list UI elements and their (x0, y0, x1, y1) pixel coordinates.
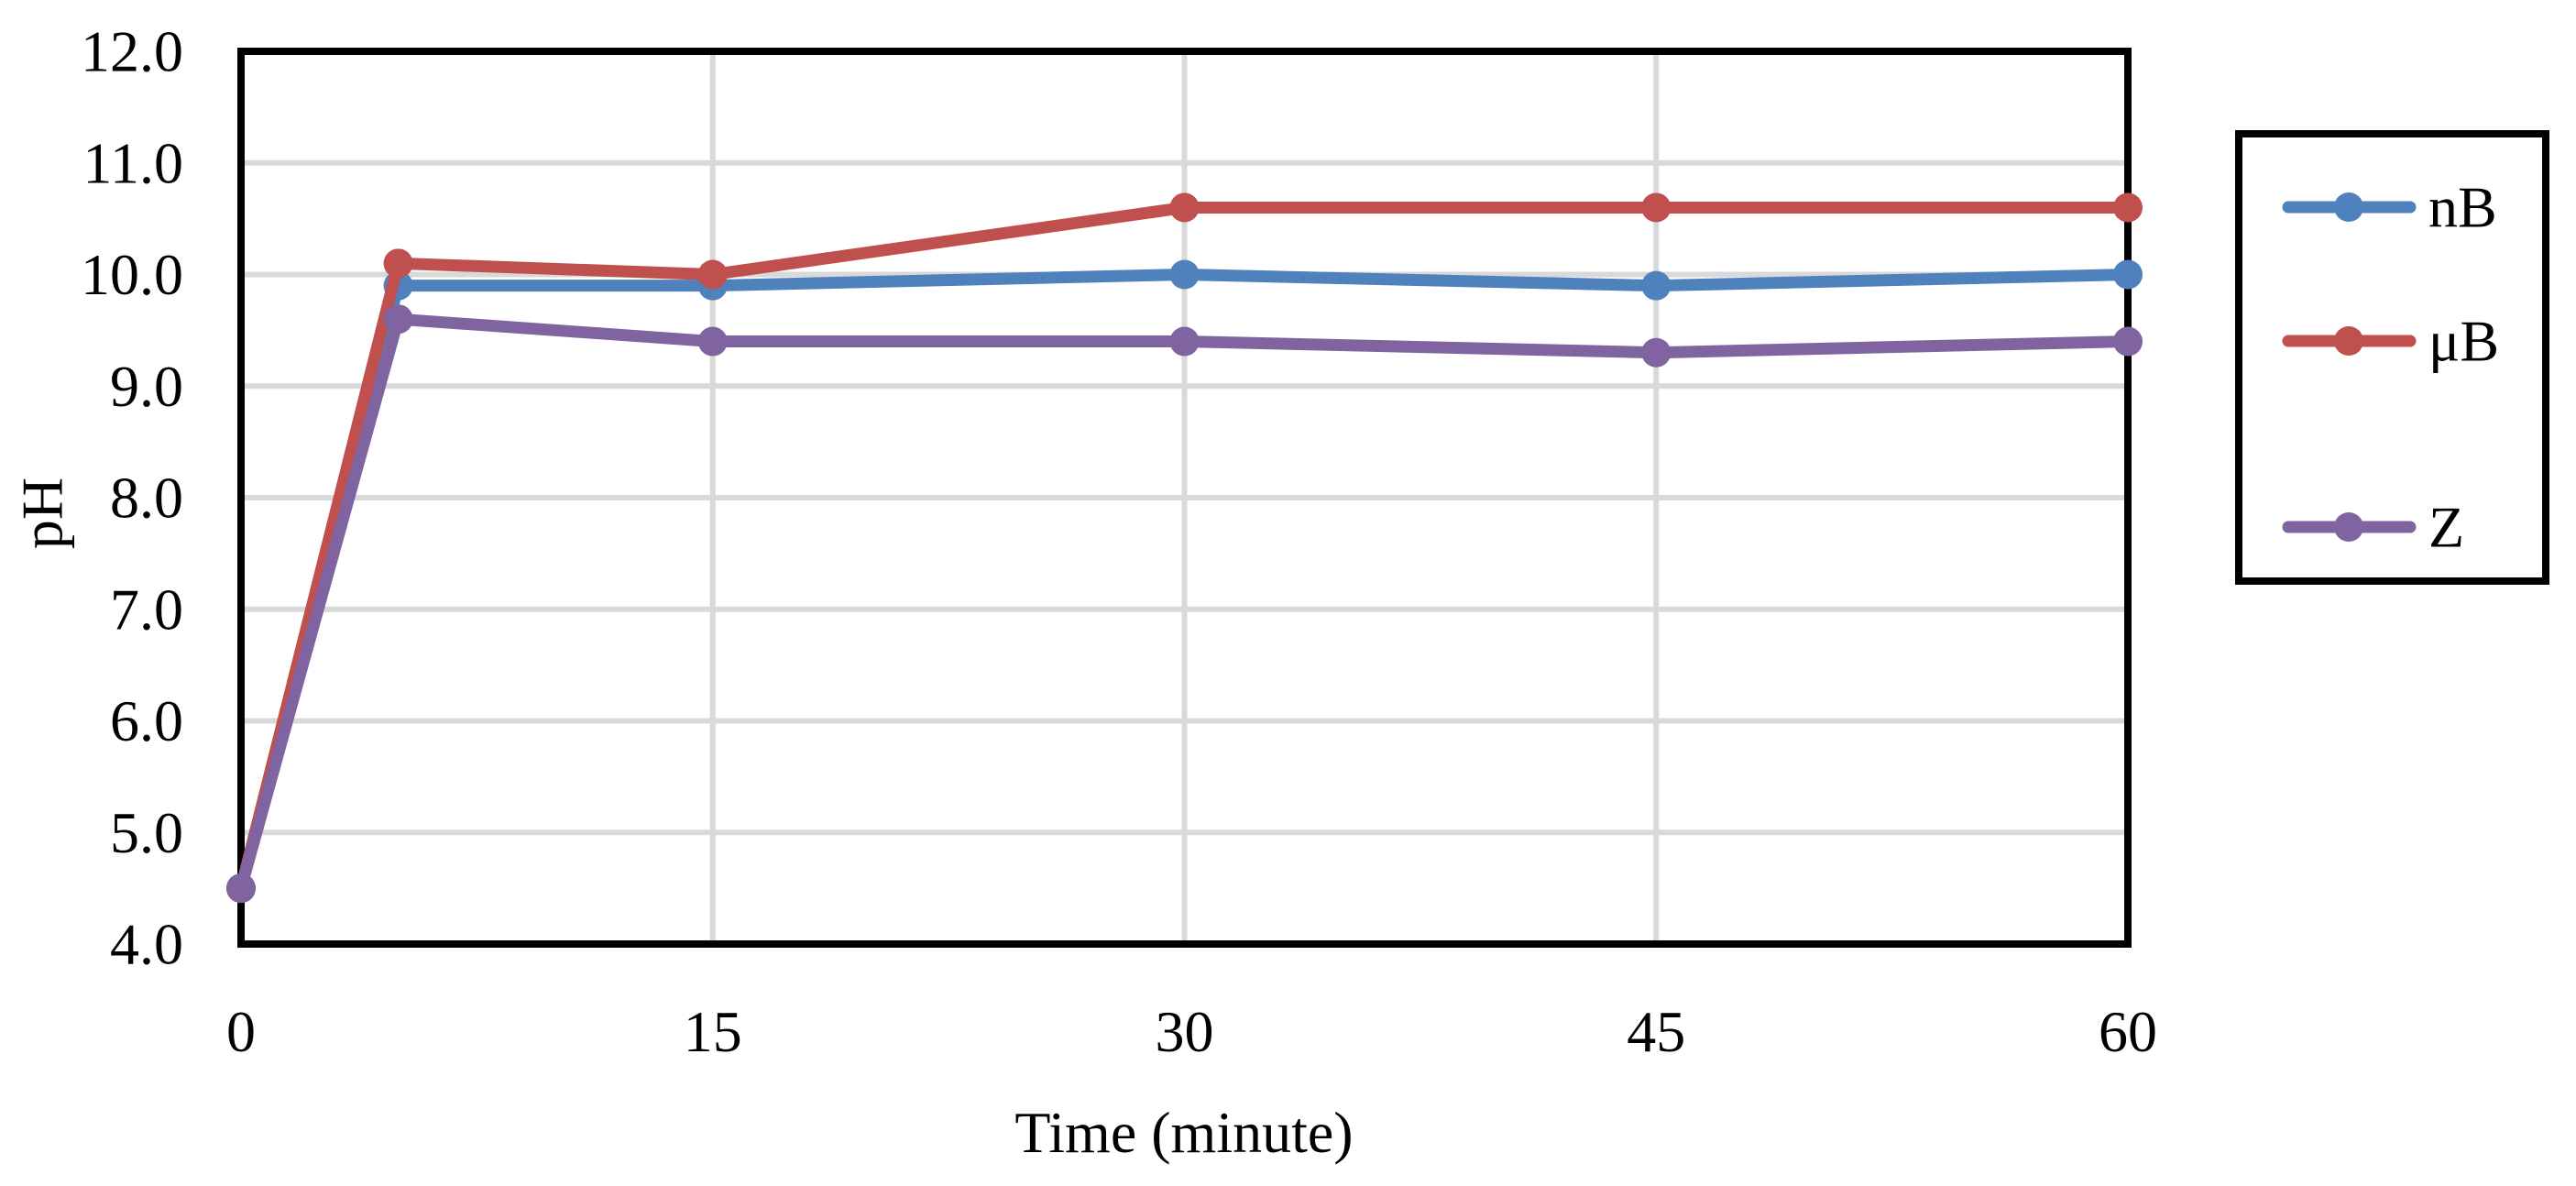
legend-label-nB: nB (2428, 175, 2497, 240)
y-tick-label-5.0: 5.0 (110, 800, 183, 865)
legend-marker-swatch-Z (2334, 512, 2363, 542)
series-marker-Z-t60 (2113, 326, 2143, 357)
series-marker-nB-t30 (1169, 259, 1200, 290)
series-marker-nB-t45 (1641, 270, 1672, 301)
y-tick-label-12.0: 12.0 (81, 19, 183, 84)
series-marker-Z-t5 (383, 304, 413, 335)
series-marker-μB-t45 (1641, 192, 1672, 223)
x-tick-label-45: 45 (1627, 999, 1685, 1064)
tick-labels-layer: 4.0 5.0 6.0 7.0 8.0 9.0 10.0 11.0 12.0 0 15 30 45 60 (81, 19, 2157, 1065)
legend-entry-μB: μB (2282, 309, 2499, 374)
y-tick-label-4.0: 4.0 (110, 912, 183, 977)
series-marker-μB-t30 (1169, 192, 1200, 223)
series-marker-μB-t5 (383, 248, 413, 279)
legend-box (2235, 130, 2549, 585)
y-tick-label-10.0: 10.0 (81, 242, 183, 307)
legend-entry-nB: nB (2282, 175, 2497, 240)
plot-frame (237, 48, 2132, 948)
y-axis-title: pH (10, 478, 75, 549)
gridlines-layer (241, 51, 2128, 944)
y-tick-label-8.0: 8.0 (110, 466, 183, 531)
x-tick-label-15: 15 (684, 999, 742, 1064)
series-marker-Z-t0 (226, 873, 256, 904)
x-tick-label-30: 30 (1156, 999, 1214, 1064)
data-series-layer (226, 192, 2143, 904)
x-tick-label-0: 0 (226, 999, 256, 1064)
series-marker-Z-t45 (1641, 337, 1672, 368)
series-marker-Z-t30 (1169, 326, 1200, 357)
series-marker-μB-t60 (2113, 192, 2143, 223)
series-marker-μB-t15 (697, 259, 728, 290)
series-marker-Z-t15 (697, 326, 728, 357)
legend-marker-swatch-nB (2334, 192, 2363, 222)
y-tick-label-9.0: 9.0 (110, 354, 183, 419)
legend: nB μB Z (2235, 130, 2549, 585)
plot-frame-layer (237, 48, 2132, 948)
series-line-μB (235, 201, 2134, 895)
legend-label-μB: μB (2428, 309, 2499, 374)
legend-marker-swatch-μB (2334, 326, 2363, 356)
legend-entry-Z: Z (2282, 495, 2464, 560)
y-tick-label-6.0: 6.0 (110, 688, 183, 753)
series-line-Z (235, 313, 2134, 895)
x-axis-title: Time (minute) (1014, 1100, 1353, 1165)
x-tick-label-60: 60 (2099, 999, 2157, 1064)
legend-label-Z: Z (2428, 495, 2464, 560)
y-tick-label-11.0: 11.0 (82, 130, 183, 195)
y-tick-label-7.0: 7.0 (110, 577, 183, 642)
series-marker-nB-t60 (2113, 259, 2143, 290)
